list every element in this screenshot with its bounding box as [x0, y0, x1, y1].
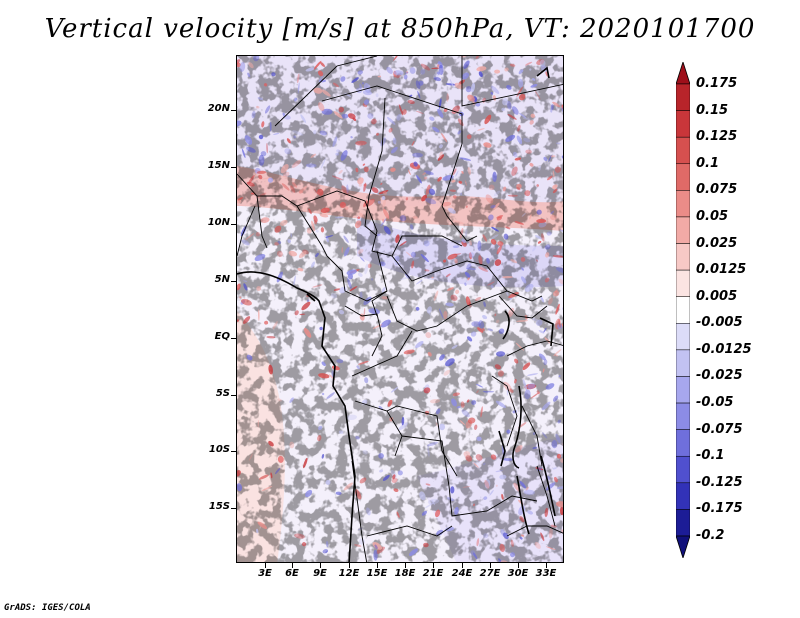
- x-axis-label: 9E: [313, 568, 327, 579]
- y-tick-mark: [231, 395, 236, 396]
- velocity-field: [237, 56, 563, 562]
- y-tick-mark: [231, 451, 236, 452]
- colorbar-swatch: [676, 243, 690, 271]
- y-axis-label: EQ: [214, 331, 230, 342]
- x-tick-mark: [518, 563, 519, 568]
- x-tick-mark: [433, 563, 434, 568]
- colorbar-swatch: [676, 429, 690, 457]
- colorbar-swatch: [676, 509, 690, 537]
- y-tick-mark: [231, 224, 236, 225]
- colorbar-swatch: [676, 216, 690, 244]
- x-axis-label: 33E: [535, 568, 557, 579]
- x-axis-label: 21E: [422, 568, 444, 579]
- colorbar-label: -0.125: [696, 474, 743, 490]
- y-axis-label: 15N: [207, 160, 230, 171]
- map-title: Vertical velocity [m/s] at 850hPa, VT: 2…: [44, 14, 756, 44]
- colorbar-label: -0.175: [696, 501, 743, 517]
- x-tick-mark: [462, 563, 463, 568]
- colorbar: [676, 62, 690, 558]
- y-axis-label: 10N: [207, 217, 230, 228]
- colorbar-swatch: [676, 110, 690, 138]
- colorbar-label: 0.005: [696, 288, 738, 304]
- y-tick-mark: [231, 110, 236, 111]
- colorbar-label: 0.175: [696, 76, 738, 91]
- colorbar-label: -0.075: [696, 421, 743, 437]
- x-axis-label: 30E: [507, 568, 529, 579]
- colorbar-swatch: [676, 482, 690, 510]
- colorbar-swatch: [676, 376, 690, 404]
- colorbar-swatch: [676, 296, 690, 324]
- y-tick-mark: [231, 508, 236, 509]
- y-tick-mark: [231, 338, 236, 339]
- colorbar-label: -0.005: [696, 315, 743, 331]
- x-tick-mark: [377, 563, 378, 568]
- colorbar-swatch: [676, 349, 690, 377]
- y-tick-mark: [231, 281, 236, 282]
- map-plot-area: [236, 55, 564, 563]
- y-tick-mark: [231, 167, 236, 168]
- colorbar-label: 0.025: [696, 235, 738, 251]
- x-tick-mark: [349, 563, 350, 568]
- colorbar-down-arrow-icon: [676, 535, 690, 558]
- colorbar-label: 0.05: [696, 208, 729, 224]
- colorbar-swatch: [676, 323, 690, 351]
- colorbar-label: -0.2: [696, 528, 725, 543]
- grads-credit: GrADS: IGES/COLA: [4, 603, 91, 613]
- y-axis-label: 5S: [215, 388, 230, 399]
- colorbar-swatch: [676, 402, 690, 430]
- x-axis-label: 12E: [338, 568, 360, 579]
- colorbar-swatch: [676, 269, 690, 297]
- x-tick-mark: [265, 563, 266, 568]
- x-axis-label: 15E: [366, 568, 388, 579]
- colorbar-up-arrow-icon: [676, 62, 690, 85]
- x-axis-label: 3E: [258, 568, 272, 579]
- colorbar-label: 0.075: [696, 182, 738, 198]
- colorbar-label: -0.05: [696, 395, 734, 411]
- colorbar-label: 0.1: [696, 155, 720, 171]
- x-tick-mark: [292, 563, 293, 568]
- x-tick-mark: [546, 563, 547, 568]
- x-axis-label: 24E: [451, 568, 473, 579]
- colorbar-label: -0.025: [696, 368, 743, 384]
- y-axis-label: 5N: [214, 274, 230, 285]
- y-axis-label: 20N: [207, 103, 230, 114]
- x-axis-label: 27E: [479, 568, 501, 579]
- colorbar-swatch: [676, 455, 690, 484]
- x-tick-mark: [320, 563, 321, 568]
- colorbar-label: -0.1: [696, 448, 725, 464]
- colorbar-swatch: [676, 190, 690, 218]
- colorbar-label: -0.0125: [696, 341, 752, 357]
- colorbar-label: 0.15: [696, 102, 729, 118]
- x-tick-mark: [490, 563, 491, 568]
- colorbar-swatch: [676, 163, 690, 191]
- y-axis-label: 10S: [208, 444, 230, 455]
- y-axis-label: 15S: [208, 501, 230, 512]
- colorbar-swatch: [676, 83, 690, 111]
- x-axis-label: 18E: [394, 568, 416, 579]
- x-axis-label: 6E: [285, 568, 299, 579]
- colorbar-label: 0.0125: [696, 262, 747, 278]
- x-tick-mark: [405, 563, 406, 568]
- colorbar-label: 0.125: [696, 129, 738, 145]
- colorbar-swatch: [676, 136, 690, 165]
